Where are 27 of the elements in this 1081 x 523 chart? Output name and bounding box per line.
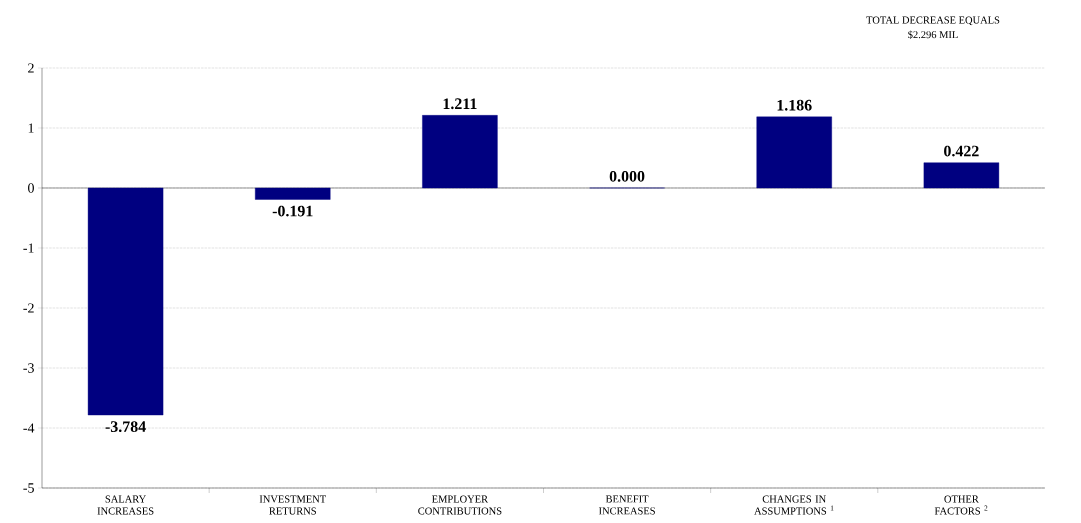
data-label: 0.000	[609, 170, 645, 182]
data-label: 1.211	[443, 98, 477, 110]
bar	[923, 162, 1000, 189]
y-tick-label: -1	[23, 243, 34, 253]
data-label: 1.186	[777, 99, 812, 111]
x-tick-label: BENEFIT INCREASES	[598, 495, 655, 515]
data-label: -0.191	[272, 205, 313, 217]
x-tick-label: CHANGES IN ASSUMPTIONS $^{1}$	[754, 495, 834, 515]
y-tick-label: -2	[23, 303, 34, 313]
bar	[756, 116, 832, 189]
x-tick-label: OTHER FACTORS $^{2}$	[934, 495, 988, 515]
data-label: 0.422	[944, 145, 979, 157]
y-tick-label: 1	[28, 123, 34, 133]
x-tick-label: EMPLOYER CONTRIBUTIONS	[418, 495, 502, 515]
y-tick-label: 2	[28, 63, 34, 73]
x-tick-label: SALARY INCREASES	[97, 495, 154, 515]
y-tick-label: -3	[23, 363, 34, 373]
data-label: -3.784	[105, 421, 146, 433]
bar	[87, 187, 164, 416]
x-tick-label: INVESTMENT RETURNS	[259, 495, 326, 515]
text: $2.296 MIL	[908, 30, 958, 39]
y-tick-label: -4	[23, 423, 35, 433]
bar	[255, 187, 331, 200]
bar	[422, 115, 498, 189]
y-tick-label: -5	[23, 483, 34, 493]
y-tick-label: 0	[28, 183, 34, 193]
text: TOTAL DECREASE EQUALS	[866, 16, 1000, 26]
